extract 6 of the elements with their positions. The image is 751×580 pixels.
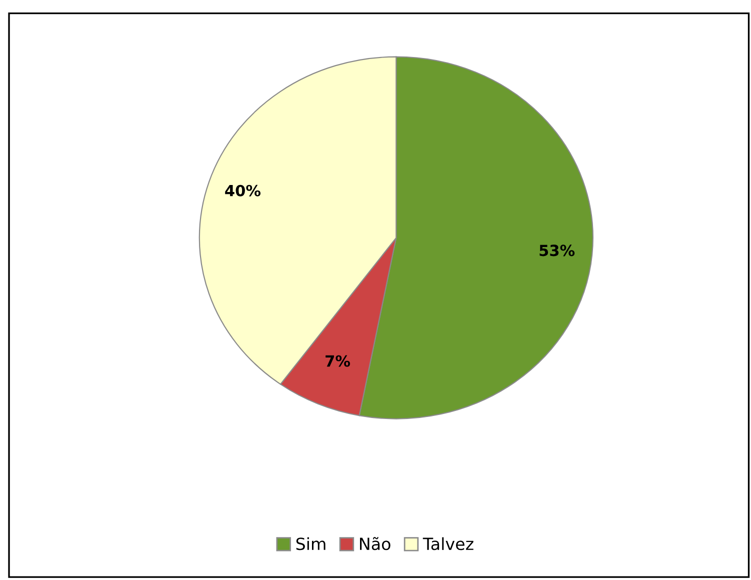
legend-label: Não <box>360 536 390 550</box>
legend-label: Sim <box>296 537 326 550</box>
data-label: 7% <box>326 355 350 367</box>
data-label: 53% <box>540 244 575 256</box>
legend-label: Talvez <box>422 537 474 550</box>
data-label: 40% <box>225 184 260 196</box>
